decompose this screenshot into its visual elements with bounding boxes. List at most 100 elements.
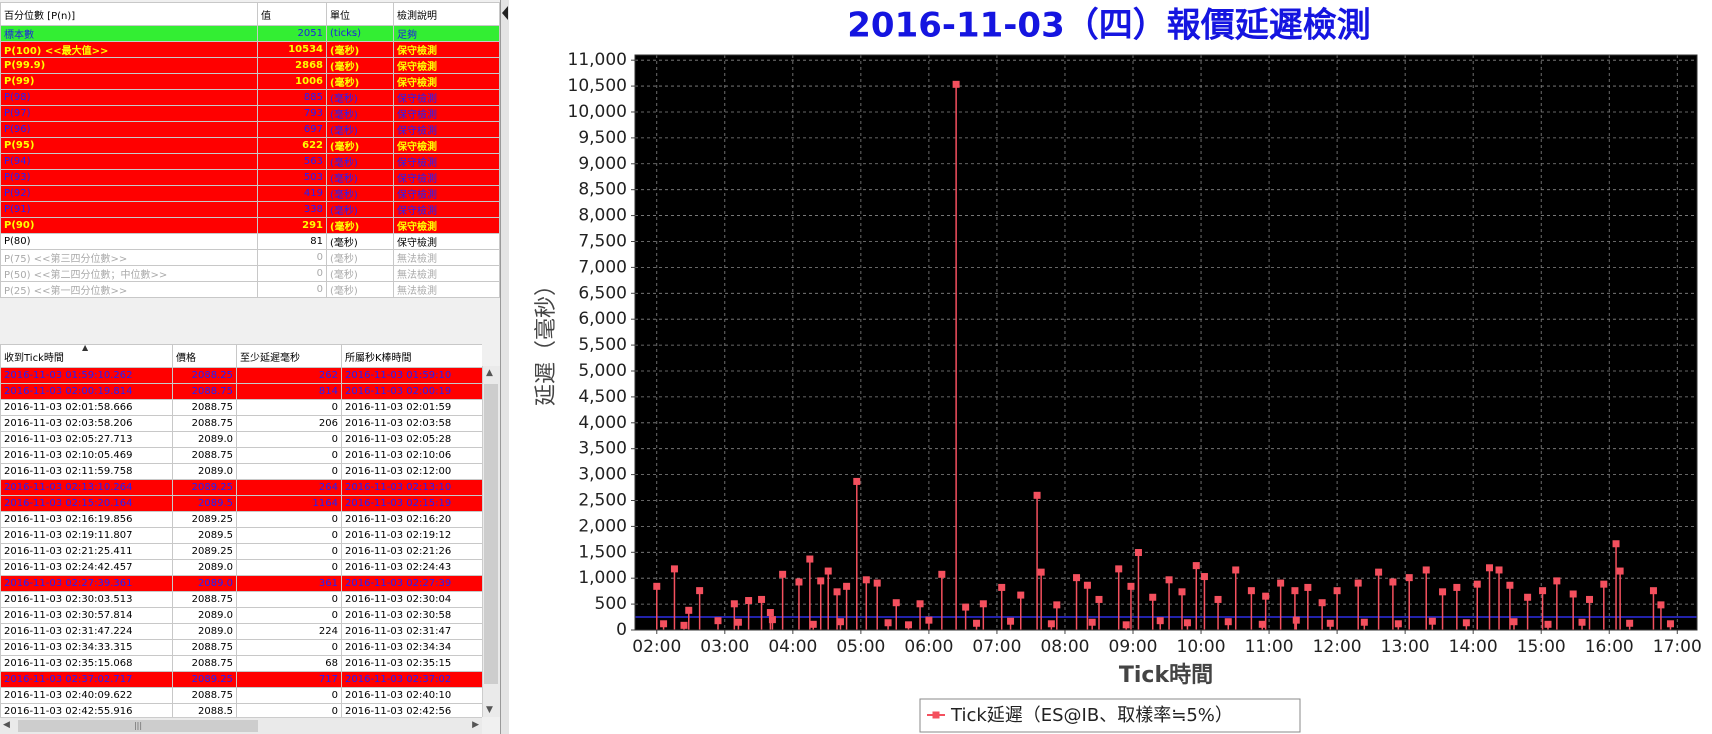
table-row[interactable]: 2016-11-03 02:34:33.315 2088.75 0 2016-11-0…	[0, 639, 482, 656]
scroll-left[interactable]: ◀	[3, 720, 10, 730]
x-tick-label: 14:00	[1449, 637, 1498, 657]
cell: (毫秒)	[326, 73, 394, 90]
table-row[interactable]: 2016-11-03 02:05:27.713 2089.0 0 2016-11-03…	[0, 431, 482, 448]
table-row[interactable]: P(50) <<第二四分位數；中位數>> 0 (毫秒) 無法檢測	[0, 265, 500, 282]
cell: 0	[236, 447, 342, 464]
marker	[768, 616, 776, 624]
cell: 保守檢測	[393, 233, 500, 250]
table-row[interactable]: P(91) 338 (毫秒) 保守檢測	[0, 201, 500, 218]
cell: 2016-11-03 02:31:47	[341, 623, 482, 640]
table-row[interactable]: P(95) 622 (毫秒) 保守檢測	[0, 137, 500, 154]
marker	[1134, 549, 1142, 557]
y-tick-label: 9,500	[578, 128, 627, 148]
header-row: 收到Tick時間 價格 至少延遲毫秒 所屬秒K棒時間	[0, 344, 482, 368]
table-row[interactable]: P(97) 793 (毫秒) 保守檢測	[0, 105, 500, 122]
x-tick-label: 17:00	[1653, 637, 1702, 657]
marker	[1047, 620, 1055, 628]
marker	[1326, 619, 1334, 627]
column-header[interactable]: 至少延遲毫秒	[236, 344, 342, 368]
table-row[interactable]: 2016-11-03 02:30:03.513 2088.75 0 2016-11-0…	[0, 591, 482, 608]
table-row[interactable]: 2016-11-03 02:16:19.856 2089.25 0 2016-11-0…	[0, 511, 482, 528]
table-row[interactable]: 2016-11-03 02:40:09.622 2088.75 0 2016-11-0…	[0, 687, 482, 704]
table-row[interactable]: 2016-11-03 02:24:42.457 2089.0 0 2016-11-03…	[0, 559, 482, 576]
table-row[interactable]: 2016-11-03 02:13:10.264 2089.25 264 2016-11…	[0, 479, 482, 496]
cell: P(98)	[0, 89, 258, 106]
scroll-down[interactable]: ▼	[486, 705, 493, 715]
marker	[779, 570, 787, 578]
table-row[interactable]: P(93) 503 (毫秒) 保守檢測	[0, 169, 500, 186]
scroll-thumb[interactable]: |||	[18, 720, 258, 732]
marker	[979, 600, 987, 608]
cell: P(99.9)	[0, 57, 258, 74]
table-row[interactable]: 2016-11-03 02:19:11.807 2089.5 0 2016-11-03…	[0, 527, 482, 544]
splitter[interactable]	[501, 0, 509, 734]
cell: 2089.25	[172, 543, 237, 560]
cell: 2016-11-03 02:40:10	[341, 687, 482, 704]
marker	[833, 588, 841, 596]
marker	[758, 595, 766, 603]
table-row[interactable]: P(75) <<第三四分位數>> 0 (毫秒) 無法檢測	[0, 249, 500, 266]
table-row[interactable]: P(25) <<第一四分位數>> 0 (毫秒) 無法檢測	[0, 281, 500, 298]
column-header[interactable]: 所屬秒K棒時間	[341, 344, 482, 368]
cell: 保守檢測	[393, 185, 500, 202]
cell: (毫秒)	[326, 249, 394, 266]
table-row[interactable]: 2016-11-03 02:15:20.164 2089.5 1164 2016-11…	[0, 495, 482, 512]
cell: 2089.25	[172, 479, 237, 496]
table-row[interactable]: 2016-11-03 02:11:59.758 2089.0 0 2016-11-03…	[0, 463, 482, 480]
table-row[interactable]: 2016-11-03 01:59:10.262 2088.25 262 2016-11…	[0, 367, 482, 384]
cell: 0	[236, 511, 342, 528]
table-row[interactable]: P(92) 419 (毫秒) 保守檢測	[0, 185, 500, 202]
column-header[interactable]: 百分位數 [P(n)]	[0, 2, 258, 26]
table-row[interactable]: 2016-11-03 02:10:05.469 2088.75 0 2016-11-0…	[0, 447, 482, 464]
table-row[interactable]: P(99.9) 2868 (毫秒) 保守檢測	[0, 57, 500, 74]
cell: 保守檢測	[393, 121, 500, 138]
cell: 保守檢測	[393, 201, 500, 218]
scroll-thumb[interactable]	[484, 384, 498, 684]
column-header[interactable]: 收到Tick時間	[0, 344, 173, 368]
scroll-up[interactable]: ▲	[486, 368, 493, 378]
table-row[interactable]: 標本數 2051 (ticks) 足夠	[0, 25, 500, 42]
y-tick-label: 11,000	[568, 50, 627, 70]
table-row[interactable]: P(98) 885 (毫秒) 保守檢測	[0, 89, 500, 106]
table-row[interactable]: 2016-11-03 02:42:55.916 2088.5 0 2016-11-03…	[0, 703, 482, 717]
chart: 2016-11-03（四）報價延遲檢測 延遲（毫秒） Tick時間 0 500 1,…	[534, 6, 1702, 733]
cell: 563	[257, 153, 327, 170]
column-header[interactable]: 值	[257, 2, 327, 26]
sort-arrow[interactable]: ▲	[82, 344, 89, 352]
horizontal-scrollbar[interactable]: ◀ ||| ▶	[0, 717, 482, 734]
table-row[interactable]: 2016-11-03 02:03:58.206 2088.75 206 2016-11…	[0, 415, 482, 432]
table-row[interactable]: P(80) 81 (毫秒) 保守檢測	[0, 233, 500, 250]
marker	[1524, 593, 1532, 601]
column-header[interactable]: 單位	[326, 2, 394, 26]
table-row[interactable]: P(99) 1006 (毫秒) 保守檢測	[0, 73, 500, 90]
cell: 標本數	[0, 25, 258, 42]
cell: P(93)	[0, 169, 258, 186]
table-row[interactable]: 2016-11-03 02:31:47.224 2089.0 224 2016-11-…	[0, 623, 482, 640]
legend	[919, 698, 1301, 733]
table-row[interactable]: 2016-11-03 02:21:25.411 2089.25 0 2016-11-0…	[0, 543, 482, 560]
column-header[interactable]: 價格	[172, 344, 237, 368]
table-row[interactable]: 2016-11-03 02:30:57.814 2089.0 0 2016-11-03…	[0, 607, 482, 624]
cell: 2016-11-03 02:12:00	[341, 463, 482, 480]
vertical-scrollbar[interactable]: ▲ ▼	[482, 366, 500, 717]
scroll-right[interactable]: ▶	[472, 720, 479, 730]
column-header[interactable]: 檢測說明	[393, 2, 500, 26]
marker	[1095, 595, 1103, 603]
splitter-arrow[interactable]	[501, 0, 509, 30]
table-row[interactable]: 2016-11-03 02:01:58.666 2088.75 0 2016-11-0…	[0, 399, 482, 416]
marker	[730, 600, 738, 608]
cell: 保守檢測	[393, 73, 500, 90]
table-row[interactable]: 2016-11-03 02:37:02.717 2089.25 717 2016-11…	[0, 671, 482, 688]
table-row[interactable]: 2016-11-03 02:00:19.814 2088.75 814 2016-11…	[0, 383, 482, 400]
cell: 2089.0	[172, 607, 237, 624]
table-row[interactable]: P(96) 697 (毫秒) 保守檢測	[0, 121, 500, 138]
legend-marker	[932, 711, 940, 719]
table-row[interactable]: P(100) <<最大值>> 10534 (毫秒) 保守檢測	[0, 41, 500, 58]
cell: 0	[236, 399, 342, 416]
marker	[670, 565, 678, 573]
cell: 2088.25	[172, 367, 237, 384]
table-row[interactable]: P(94) 563 (毫秒) 保守檢測	[0, 153, 500, 170]
table-row[interactable]: 2016-11-03 02:35:15.068 2088.75 68 2016-11-…	[0, 655, 482, 672]
table-row[interactable]: 2016-11-03 02:27:39.361 2089.0 361 2016-11-…	[0, 575, 482, 592]
table-row[interactable]: P(90) 291 (毫秒) 保守檢測	[0, 217, 500, 234]
